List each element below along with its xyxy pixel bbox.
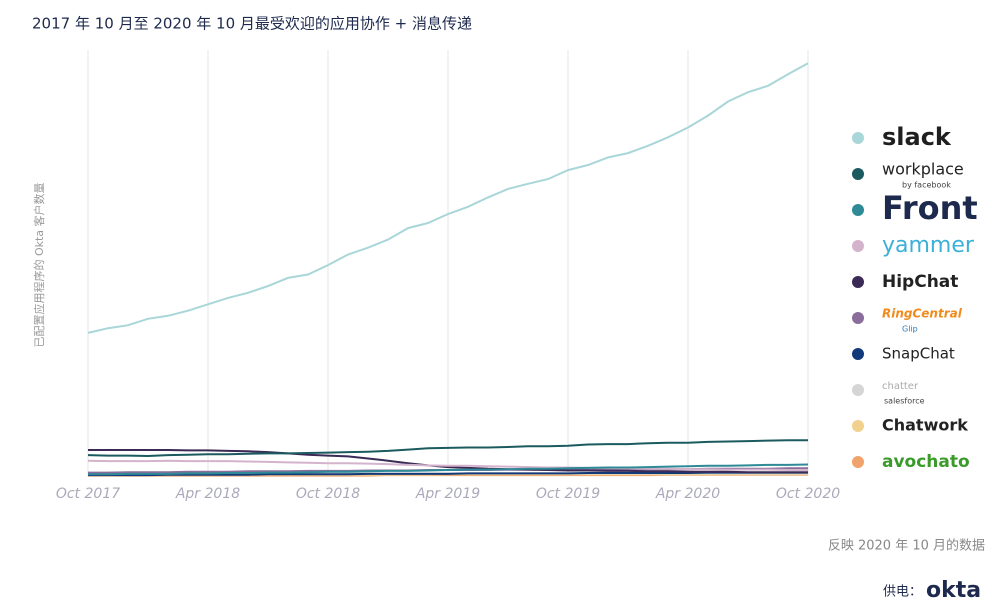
legend-sublabel: Glip [902, 325, 918, 334]
legend-label: workplace [882, 160, 964, 179]
legend-sublabel: by facebook [902, 181, 951, 190]
legend-marker [852, 420, 864, 432]
legend-label: avochato [882, 452, 970, 472]
chart-title: 2017 年 10 月至 2020 年 10 月最受欢迎的应用协作 + 消息传递 [32, 15, 472, 33]
x-tick-label: Oct 2018 [296, 486, 360, 502]
x-tick-label: Oct 2020 [776, 486, 840, 502]
legend-marker [852, 312, 864, 324]
legend-marker [852, 384, 864, 396]
legend-label: Chatwork [882, 416, 968, 435]
legend-label: chatter [882, 381, 919, 392]
x-tick-label: Apr 2019 [415, 486, 480, 502]
x-tick-label: Apr 2020 [655, 486, 720, 502]
series-line [87, 439, 808, 458]
series-line [87, 459, 808, 471]
legend-marker [852, 132, 864, 144]
legend-label: slack [882, 123, 952, 151]
legend-marker [852, 240, 864, 252]
legend-marker [852, 348, 864, 360]
legend-label: yammer [882, 233, 975, 258]
series-line [88, 471, 808, 477]
series-line [88, 463, 809, 476]
footer-brand: okta [926, 578, 981, 603]
x-tick-label: Oct 2019 [536, 486, 600, 502]
legend-marker [852, 276, 864, 288]
legend-label: Front [882, 189, 978, 227]
legend-marker [852, 168, 864, 180]
footer-note: 反映 2020 年 10 月的数据 [828, 538, 985, 554]
legend-sublabel: salesforce [884, 397, 925, 406]
legend-marker [852, 456, 864, 468]
legend-label: SnapChat [882, 345, 955, 363]
x-tick-label: Oct 2017 [56, 486, 120, 502]
x-tick-label: Apr 2018 [175, 486, 240, 502]
y-axis-label: 已配置应用程序的 Okta 客户数量 [32, 182, 46, 347]
series-line [88, 449, 808, 474]
legend-marker [852, 204, 864, 216]
footer-powered: 供电： [883, 585, 922, 600]
legend-label: HipChat [882, 272, 958, 292]
legend-label: RingCentral [882, 307, 963, 321]
series-line [87, 62, 809, 334]
